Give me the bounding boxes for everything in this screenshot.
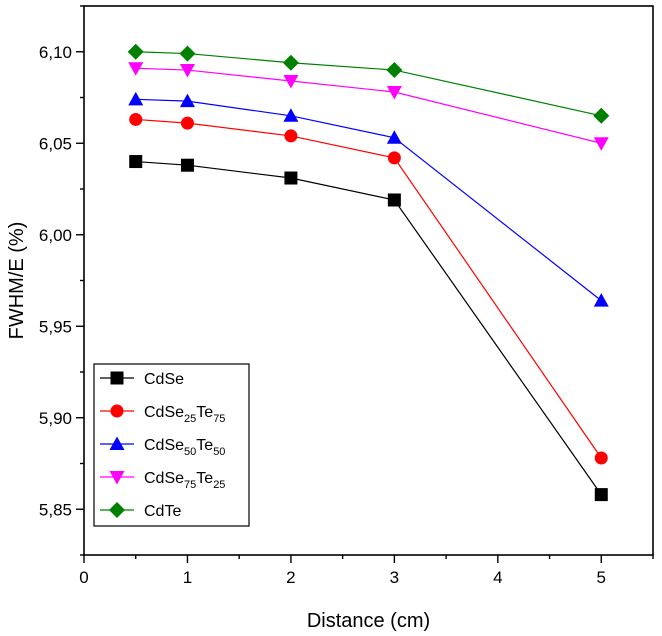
legend-label-0: CdSe (144, 371, 184, 388)
data-point-series-2 (179, 93, 195, 108)
legend-marker-3 (109, 471, 125, 485)
x-tick-label: 1 (183, 568, 192, 587)
legend-marker-4 (109, 502, 125, 518)
data-point-series-1 (387, 151, 401, 165)
legend-label-3: CdSe75Te25 (144, 470, 225, 491)
data-point-series-0 (284, 171, 298, 185)
legend-label-4: CdTe (144, 503, 181, 520)
data-point-series-1 (284, 129, 298, 143)
y-tick-label: 5,95 (39, 317, 72, 336)
x-axis-title: Distance (cm) (307, 610, 430, 632)
legend-label-2: CdSe50Te50 (144, 437, 225, 458)
data-point-series-0 (387, 193, 401, 207)
y-axis-title: FWHM/E (%) (6, 222, 28, 340)
data-point-series-3 (179, 64, 195, 78)
x-tick-label: 5 (597, 568, 606, 587)
data-point-series-2 (283, 108, 299, 122)
legend-marker-0 (110, 371, 124, 385)
legend-label-1: CdSe25Te75 (144, 404, 225, 425)
data-point-series-3 (128, 62, 144, 76)
x-tick-label: 0 (79, 568, 88, 587)
y-tick-label: 6,10 (39, 43, 72, 62)
x-tick-label: 4 (493, 568, 502, 587)
series-line-4 (135, 51, 602, 117)
data-point-series-2 (128, 91, 144, 106)
series-line-2 (135, 98, 602, 302)
y-tick-label: 5,90 (39, 409, 72, 428)
data-point-series-3 (283, 75, 299, 89)
y-tick-label: 5,85 (39, 500, 72, 519)
y-tick-label: 6,05 (39, 134, 72, 153)
legend-marker-1 (110, 404, 124, 418)
data-point-series-3 (593, 137, 609, 151)
data-point-series-0 (594, 488, 608, 502)
x-tick-label: 3 (390, 568, 399, 587)
data-point-series-1 (129, 112, 143, 126)
data-point-series-2 (593, 293, 609, 307)
data-point-series-1 (594, 451, 608, 465)
data-point-series-4 (386, 62, 403, 79)
y-tick-label: 6,00 (39, 226, 72, 245)
x-tick-label: 2 (286, 568, 295, 587)
data-point-series-2 (386, 130, 402, 144)
data-point-series-4 (127, 43, 144, 60)
data-point-series-3 (386, 86, 402, 100)
data-point-series-4 (593, 107, 610, 124)
data-point-series-0 (129, 155, 143, 169)
legend-marker-2 (109, 436, 125, 450)
data-point-series-0 (180, 158, 194, 172)
data-point-series-4 (179, 45, 196, 62)
data-point-series-1 (180, 116, 194, 130)
data-point-series-4 (282, 54, 299, 71)
